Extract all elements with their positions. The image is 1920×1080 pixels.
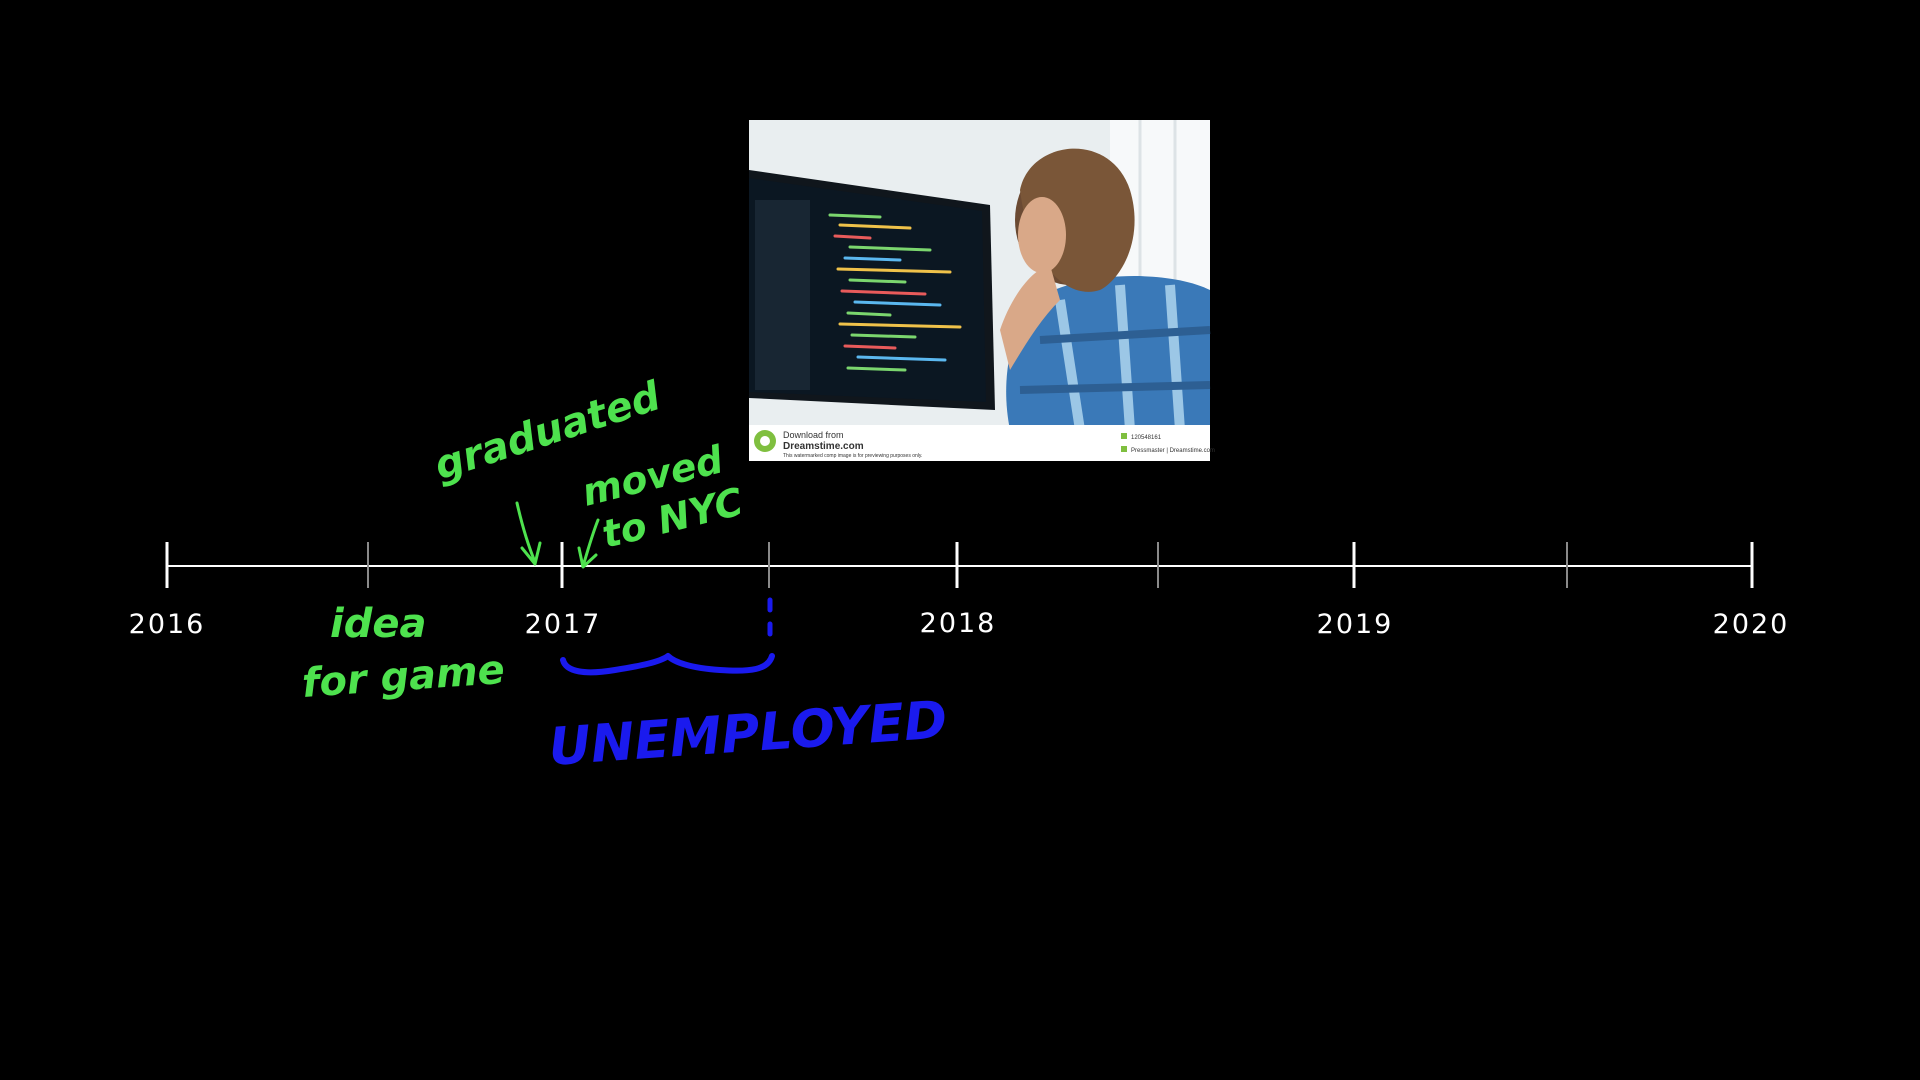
monitor-illustration	[749, 170, 995, 410]
year-label-2018: 2018	[920, 608, 997, 639]
timeline: 2016 2017 2018 2019 2020	[129, 542, 1790, 640]
photo-credit: Pressmaster | Dreamstime.com	[1131, 448, 1215, 454]
year-label-2017: 2017	[525, 609, 602, 640]
photo-caption-line2: Dreamstime.com	[783, 441, 864, 452]
idea-label-line2: for game	[300, 647, 506, 707]
year-label-2019: 2019	[1317, 609, 1394, 640]
unemployed-label: UNEMPLOYED	[547, 690, 949, 778]
photo-image-id: 120548161	[1131, 435, 1162, 441]
annotation-idea: idea for game	[300, 601, 506, 707]
unemployed-brace	[560, 653, 775, 676]
stock-photo: Download from Dreamstime.com This waterm…	[749, 120, 1215, 461]
year-label-2016: 2016	[129, 609, 206, 640]
graduated-arrow-icon	[515, 501, 542, 566]
id-badge-icon	[1121, 433, 1127, 439]
annotation-moved: moved to NYC	[577, 437, 747, 569]
annotation-unemployed: UNEMPLOYED	[547, 597, 949, 778]
person-illustration	[1000, 148, 1211, 431]
moved-arrow-icon	[577, 518, 600, 569]
idea-label-line1: idea	[330, 601, 426, 647]
year-label-2020: 2020	[1713, 609, 1790, 640]
credit-badge-icon	[1121, 446, 1127, 452]
photo-caption-line3: This watermarked comp image is for previ…	[783, 453, 922, 459]
photo-caption-line1: Download from	[783, 430, 844, 440]
